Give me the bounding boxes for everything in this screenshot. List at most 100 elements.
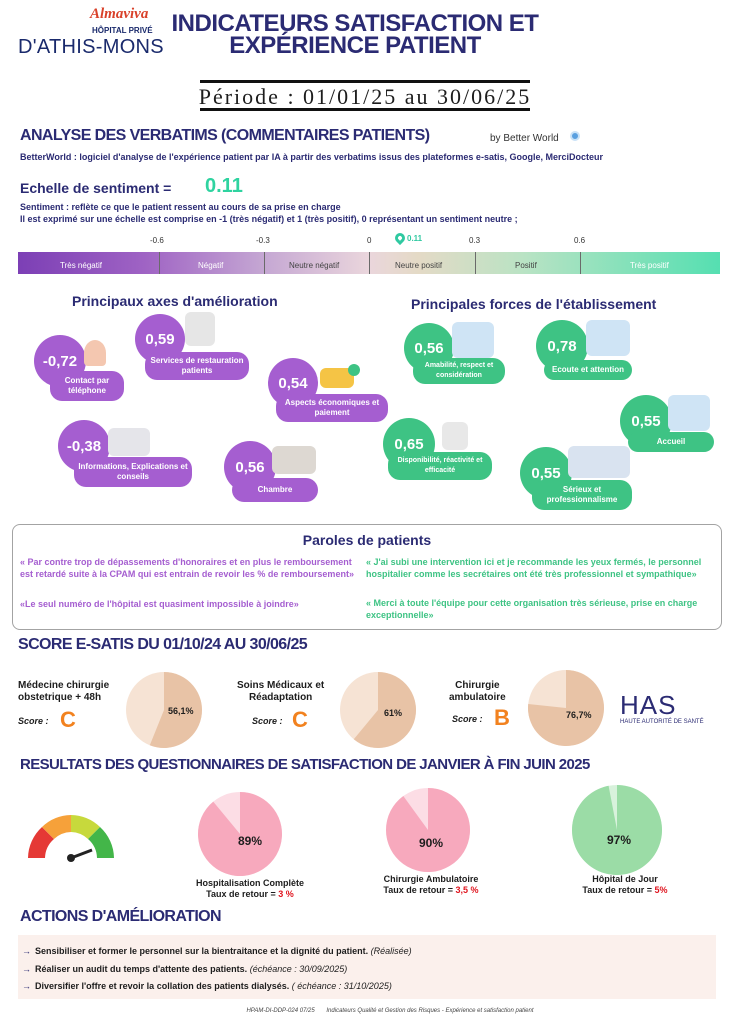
improvement-label: Aspects économiques et paiement xyxy=(276,394,388,422)
scale-separator xyxy=(475,252,476,274)
action-status: (Réalisée) xyxy=(370,946,412,956)
pie-value-slice xyxy=(353,672,416,748)
questionnaire-pie-label: 89% xyxy=(238,834,263,848)
satisfaction-gauge-icon xyxy=(28,815,114,862)
action-text: Sensibiliser et former le personnel sur … xyxy=(35,946,369,956)
score-label: Score : xyxy=(18,716,49,726)
esatis-service: Médecine chirurgie obstetrique + 48h xyxy=(18,680,109,704)
questionnaire-pie-label: 90% xyxy=(419,836,444,850)
return-rate-value: 5% xyxy=(654,885,668,895)
tick-label: 0.6 xyxy=(574,236,586,245)
negative-quote: «Le seul numéro de l'hôpital est quasime… xyxy=(20,599,299,609)
return-rate-label: Taux de retour = xyxy=(206,889,276,899)
esatis-service-line: Chirurgie xyxy=(455,680,500,691)
better-world-icon xyxy=(570,131,580,141)
return-rate: Taux de retour = 3,5 % xyxy=(366,885,496,896)
improvement-label: Services de restauration patients xyxy=(145,352,249,380)
strength-label: Amabilité, respect et considération xyxy=(413,358,505,384)
esatis-service-line: obstetrique + 48h xyxy=(18,692,102,703)
tick-label: -0.3 xyxy=(256,236,270,245)
clock-icon xyxy=(442,422,468,450)
strength-label: Ecoute et attention xyxy=(544,360,632,380)
action-status: ( échéance : 31/10/2025) xyxy=(291,981,392,991)
chef-icon xyxy=(185,312,215,346)
quotes-title: Paroles de patients xyxy=(302,532,432,548)
divider-bottom xyxy=(200,108,530,111)
questionnaire-service-name: Hôpital de Jour xyxy=(592,874,658,884)
esatis-service-line: Réadaptation xyxy=(248,692,313,703)
questionnaire-pie xyxy=(198,792,282,876)
positive-quote: « Merci à toute l'équipe pour cette orga… xyxy=(366,598,698,620)
divider-top xyxy=(200,80,530,83)
sentiment-definition: Sentiment : reflète ce que le patient re… xyxy=(20,202,341,212)
strengths-title: Principales forces de l'établissement xyxy=(411,296,657,312)
score-label: Score : xyxy=(452,714,483,724)
improvement-label: Chambre xyxy=(232,478,318,502)
pie-value-slice xyxy=(572,785,662,875)
logo-brand: Almaviva xyxy=(90,6,149,22)
arrow-right-icon: → xyxy=(22,964,31,974)
scale-separator xyxy=(369,252,370,274)
esatis-service-line: ambulatoire xyxy=(449,692,506,703)
reception-icon xyxy=(668,395,710,431)
questionnaire-service: Hospitalisation Complète Taux de retour … xyxy=(170,878,330,900)
negative-quote: « Par contre trop de dépassements d'hono… xyxy=(20,557,354,579)
questionnaire-pie xyxy=(386,788,470,872)
scale-segment: Positif xyxy=(515,261,537,270)
period: Période : 01/01/25 au 30/06/25 xyxy=(198,84,532,109)
score-label: Score : xyxy=(252,716,283,726)
listening-icon xyxy=(586,320,630,356)
questionnaire-service: Chirurgie Ambulatoire Taux de retour = 3… xyxy=(366,874,496,896)
scale-separator xyxy=(159,252,160,274)
sentiment-scale-label: Echelle de sentiment = xyxy=(20,180,172,196)
questionnaire-service-name: Chirurgie Ambulatoire xyxy=(383,874,479,884)
esatis-pie xyxy=(340,672,416,748)
positive-quote: « J'ai subi une intervention ici et je r… xyxy=(366,557,702,579)
strength-label: Sérieux et professionnalisme xyxy=(532,480,632,510)
arrow-right-icon: → xyxy=(22,946,31,956)
scale-separator xyxy=(264,252,265,274)
return-rate-label: Taux de retour = xyxy=(582,885,653,895)
esatis-pie-label: 61% xyxy=(384,708,403,718)
arrow-right-icon: → xyxy=(22,981,31,991)
pie-value-slice xyxy=(528,670,604,746)
footer-code: HPAM-DI-DDP-024 07/25 xyxy=(246,1008,315,1014)
questionnaire-service: Hôpital de Jour Taux de retour = 5% xyxy=(560,874,690,896)
return-rate: Taux de retour = 3 % xyxy=(170,889,330,900)
has-logo-subtitle: HAUTE AUTORITÉ DE SANTÉ xyxy=(620,719,704,725)
footer-text: Indicateurs Qualité et Gestion des Risqu… xyxy=(326,1008,534,1014)
esatis-service-line: Soins Médicaux et xyxy=(237,680,325,691)
questionnaire-pie xyxy=(572,785,662,875)
action-status: (échéance : 30/09/2025) xyxy=(249,964,348,974)
score-grade: B xyxy=(494,705,510,730)
strength-label: Disponibilité, réactivité et efficacité xyxy=(388,452,492,480)
verbatims-description: BetterWorld : logiciel d'analyse de l'ex… xyxy=(20,152,603,162)
esatis-pie xyxy=(528,670,604,746)
improvement-label: Informations, Explications et conseils xyxy=(74,457,192,487)
esatis-service: Chirurgie ambulatoire xyxy=(449,680,506,704)
score-grade: C xyxy=(60,707,76,732)
verbatims-title: ANALYSE DES VERBATIMS (COMMENTAIRES PATI… xyxy=(20,127,430,144)
actions-box xyxy=(18,935,716,999)
sentiment-scale-value: 0.11 xyxy=(205,175,243,197)
phone-person-icon xyxy=(84,340,106,366)
bed-icon xyxy=(272,446,316,474)
strength-label: Accueil xyxy=(628,432,714,452)
hospital-icon xyxy=(108,428,150,456)
credit-card-icon xyxy=(320,368,354,388)
page-title-line1: INDICATEURS SATISFACTION ET xyxy=(171,10,539,37)
scale-segment: Neutre négatif xyxy=(289,261,340,270)
questionnaire-pie-label: 97% xyxy=(607,833,632,847)
return-rate-value: 3 % xyxy=(278,889,294,899)
tick-label: 0 xyxy=(367,236,372,245)
esatis-title: SCORE E-SATIS DU 01/10/24 AU 30/06/25 xyxy=(18,636,308,653)
scale-separator xyxy=(580,252,581,274)
footer: HPAM-DI-DDP-024 07/25 Indicateurs Qualit… xyxy=(140,1008,640,1014)
sentiment-marker-icon xyxy=(392,230,408,246)
scale-definition: Il est exprimé sur une échelle est compr… xyxy=(20,214,518,224)
scale-segment: Négatif xyxy=(198,261,224,270)
esatis-pie xyxy=(126,672,202,748)
actions-title: ACTIONS D'AMÉLIORATION xyxy=(20,908,222,925)
action-text: Diversifier l'offre et revoir la collati… xyxy=(35,981,290,991)
score-grade: C xyxy=(292,707,308,732)
